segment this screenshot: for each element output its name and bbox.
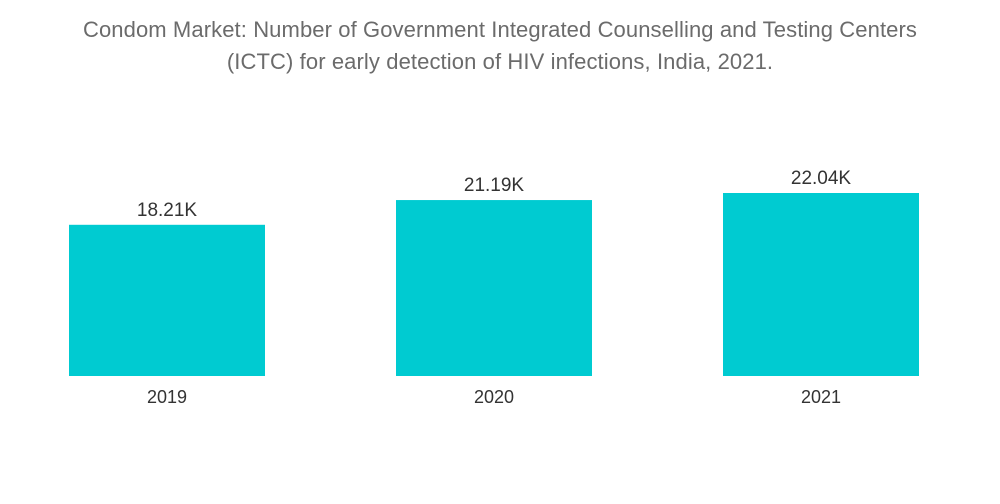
chart-title: Condom Market: Number of Government Inte… — [0, 14, 1000, 78]
bar-2021 — [723, 193, 919, 376]
chart-title-line-1: Condom Market: Number of Government Inte… — [82, 17, 918, 42]
value-label-2019: 18.21K — [137, 200, 198, 221]
x-tick-label-2021: 2021 — [801, 387, 841, 407]
value-label-2021: 22.04K — [791, 168, 852, 189]
value-label-2020: 21.19K — [464, 175, 525, 196]
bar-2019 — [69, 224, 265, 376]
x-tick-label-2019: 2019 — [147, 387, 187, 407]
x-tick-label-2020: 2020 — [474, 387, 514, 407]
chart-title-line-2: (ICTC) for early detection of HIV infect… — [226, 49, 774, 74]
bar-2020 — [396, 200, 592, 376]
